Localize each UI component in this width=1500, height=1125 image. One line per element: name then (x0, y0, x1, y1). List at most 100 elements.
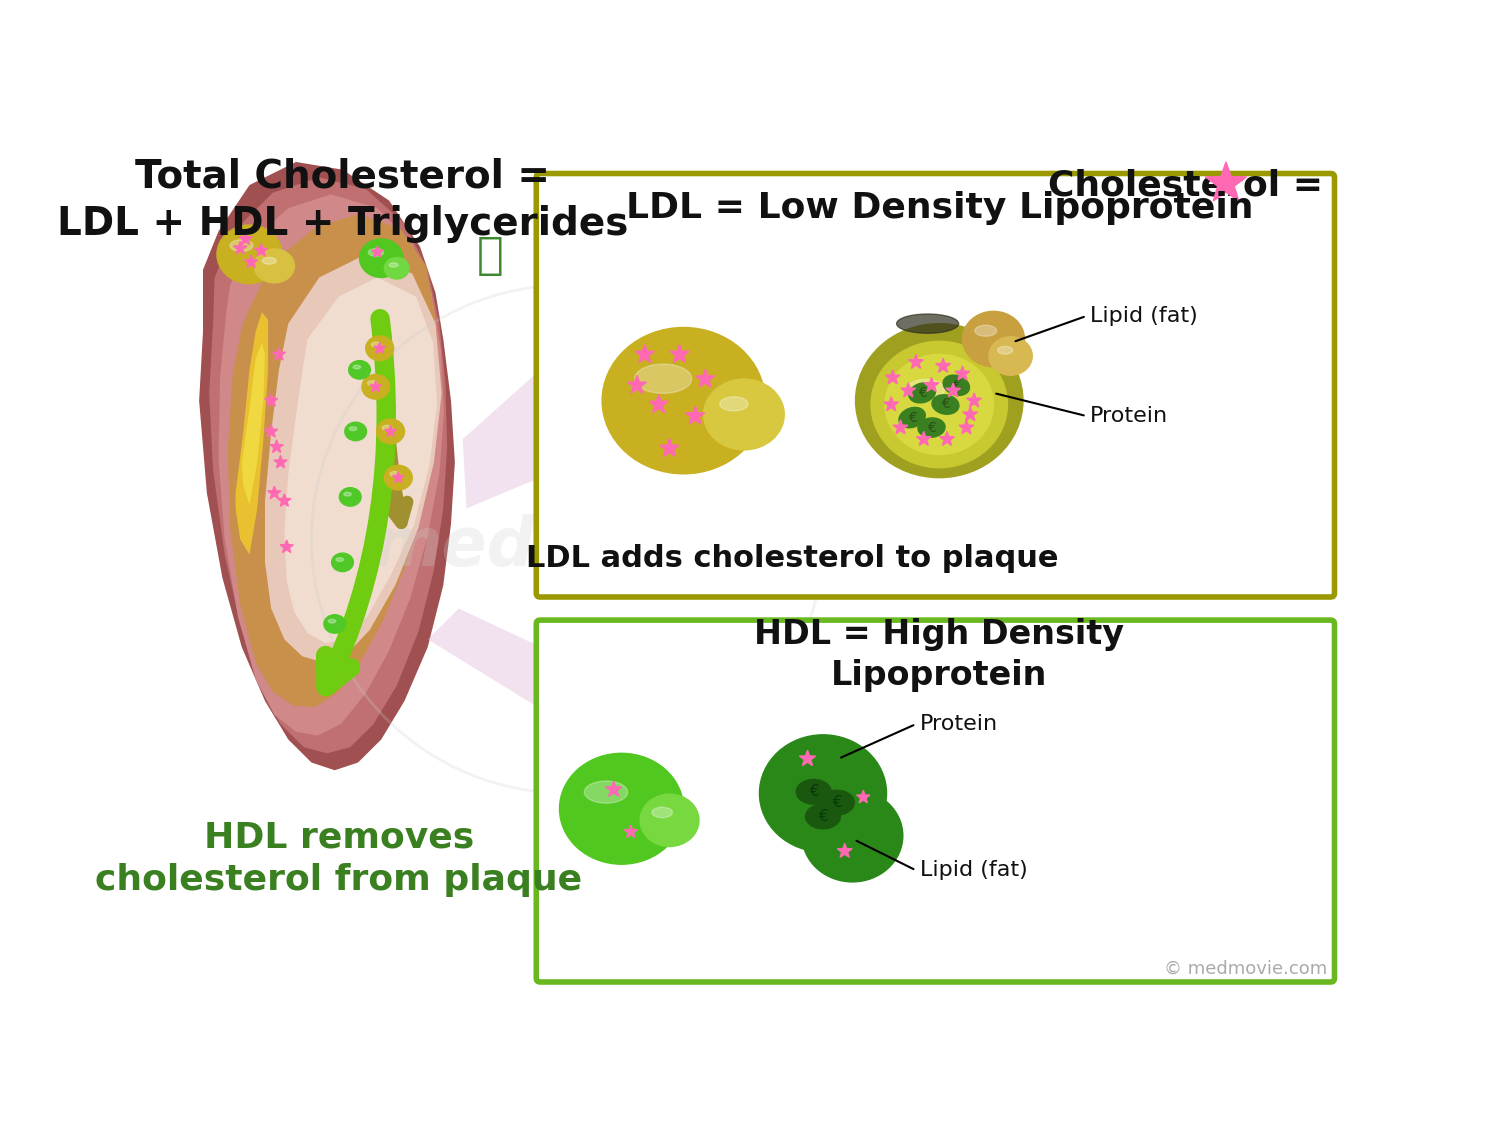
Polygon shape (236, 312, 268, 555)
Ellipse shape (352, 366, 360, 369)
Ellipse shape (998, 346, 1012, 354)
Polygon shape (1206, 162, 1246, 201)
Text: Protein: Protein (920, 714, 998, 734)
Text: medmovie: medmovie (372, 514, 762, 580)
Text: €: € (818, 809, 828, 824)
Polygon shape (884, 397, 898, 411)
Ellipse shape (348, 361, 370, 379)
Ellipse shape (897, 314, 958, 333)
Ellipse shape (390, 263, 398, 267)
Polygon shape (280, 540, 294, 552)
Ellipse shape (806, 804, 840, 829)
Polygon shape (650, 395, 669, 413)
Ellipse shape (720, 397, 748, 411)
Polygon shape (228, 214, 440, 708)
Text: LDL adds cholesterol to plaque: LDL adds cholesterol to plaque (525, 544, 1059, 573)
Text: €: € (833, 795, 842, 810)
Polygon shape (374, 342, 386, 353)
Ellipse shape (324, 614, 345, 633)
Ellipse shape (975, 325, 996, 336)
Ellipse shape (855, 324, 1023, 478)
Text: HDL = High Density
Lipoprotein: HDL = High Density Lipoprotein (754, 618, 1125, 692)
Polygon shape (968, 393, 981, 407)
Ellipse shape (918, 418, 945, 438)
Polygon shape (670, 344, 688, 362)
Ellipse shape (254, 249, 294, 282)
Ellipse shape (819, 790, 855, 814)
Ellipse shape (802, 790, 903, 882)
Ellipse shape (376, 420, 405, 443)
Ellipse shape (344, 493, 351, 496)
Polygon shape (285, 278, 436, 644)
Polygon shape (462, 370, 540, 508)
Ellipse shape (328, 620, 336, 623)
Ellipse shape (909, 382, 936, 403)
Ellipse shape (885, 354, 993, 454)
Ellipse shape (339, 487, 362, 506)
FancyBboxPatch shape (537, 620, 1335, 982)
Ellipse shape (368, 249, 384, 256)
Ellipse shape (944, 375, 969, 395)
Polygon shape (958, 420, 974, 434)
Polygon shape (274, 456, 286, 468)
Ellipse shape (560, 754, 684, 864)
Polygon shape (264, 424, 278, 436)
Text: Lipid (fat): Lipid (fat) (920, 861, 1028, 881)
Polygon shape (624, 825, 638, 837)
Ellipse shape (704, 379, 785, 450)
Text: Protein: Protein (1090, 406, 1168, 426)
Polygon shape (238, 232, 252, 244)
Polygon shape (916, 432, 932, 446)
Ellipse shape (217, 225, 282, 284)
Polygon shape (696, 369, 715, 387)
Polygon shape (393, 471, 404, 483)
Ellipse shape (390, 471, 399, 476)
Ellipse shape (368, 380, 376, 386)
Polygon shape (956, 366, 970, 380)
Polygon shape (427, 609, 591, 709)
Ellipse shape (332, 554, 354, 572)
Text: Cholesterol =: Cholesterol = (1047, 168, 1335, 202)
Text: LDL = Low Density Lipoprotein: LDL = Low Density Lipoprotein (626, 191, 1252, 225)
Polygon shape (372, 246, 384, 256)
Ellipse shape (602, 327, 765, 474)
Ellipse shape (382, 425, 392, 430)
Ellipse shape (640, 794, 699, 846)
Ellipse shape (350, 426, 357, 431)
Polygon shape (606, 781, 622, 796)
Polygon shape (384, 425, 396, 436)
Ellipse shape (336, 558, 344, 561)
Polygon shape (909, 354, 924, 368)
Ellipse shape (759, 735, 886, 852)
Ellipse shape (932, 395, 958, 414)
Polygon shape (209, 178, 447, 754)
Text: Lipid (fat): Lipid (fat) (1090, 306, 1198, 326)
Ellipse shape (384, 466, 412, 490)
Polygon shape (266, 254, 441, 663)
Ellipse shape (652, 808, 672, 818)
Ellipse shape (963, 312, 1024, 367)
Polygon shape (242, 343, 266, 505)
Text: €: € (952, 378, 960, 393)
Polygon shape (660, 439, 680, 457)
Polygon shape (627, 376, 646, 394)
Ellipse shape (360, 238, 404, 278)
Ellipse shape (230, 240, 254, 251)
Polygon shape (902, 382, 915, 397)
Polygon shape (370, 380, 381, 391)
Ellipse shape (898, 407, 926, 428)
Polygon shape (686, 406, 705, 424)
Ellipse shape (372, 342, 381, 346)
Polygon shape (234, 241, 248, 254)
Text: HDL removes
cholesterol from plaque: HDL removes cholesterol from plaque (94, 821, 582, 897)
FancyBboxPatch shape (537, 173, 1335, 597)
Ellipse shape (906, 379, 945, 399)
Ellipse shape (262, 258, 276, 264)
Polygon shape (267, 486, 280, 498)
Text: €: € (808, 784, 819, 799)
Text: © medmovie.com: © medmovie.com (1164, 960, 1326, 978)
Polygon shape (255, 244, 268, 256)
Polygon shape (278, 494, 291, 506)
Polygon shape (273, 348, 285, 360)
Ellipse shape (366, 336, 393, 361)
